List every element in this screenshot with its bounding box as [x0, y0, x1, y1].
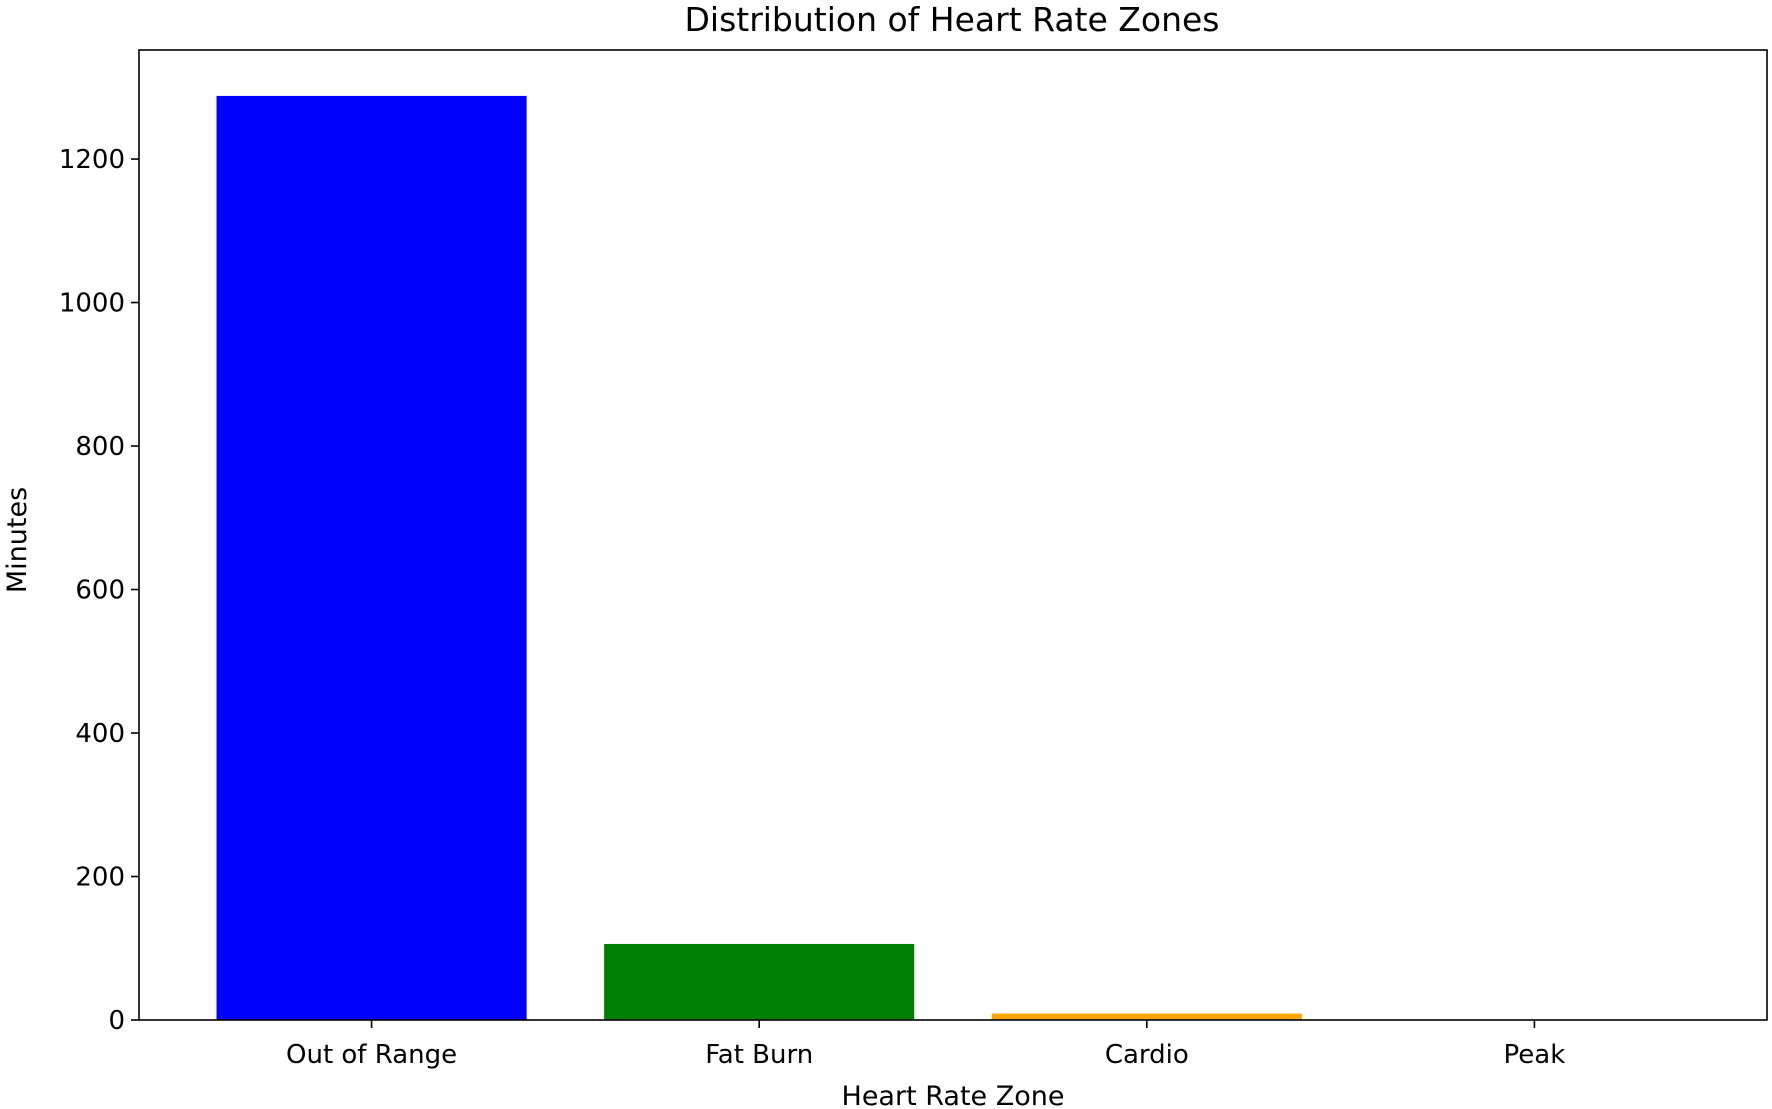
y-tick-label: 800	[75, 432, 125, 462]
x-tick-label: Out of Range	[286, 1040, 457, 1070]
plot-area-frame	[138, 49, 1768, 1021]
y-tick-label: 0	[108, 1006, 125, 1036]
bar-fat-burn	[604, 943, 915, 1020]
y-tick-label: 1200	[59, 145, 125, 175]
bar-cardio	[991, 1013, 1302, 1020]
bar-series	[216, 95, 1302, 1020]
bar-out-of-range	[216, 95, 527, 1020]
y-tick-label: 600	[75, 576, 125, 606]
y-axis-label: Minutes	[2, 487, 33, 593]
y-tick-label: 400	[75, 719, 125, 749]
chart-title: Distribution of Heart Rate Zones	[684, 0, 1219, 39]
y-tick-label: 1000	[59, 289, 125, 319]
y-axis-ticks: 0 200 400 600 800 1000 1200	[59, 145, 139, 1036]
y-tick-label: 200	[75, 863, 125, 893]
x-tick-label: Peak	[1504, 1040, 1566, 1070]
x-axis-label: Heart Rate Zone	[842, 1081, 1065, 1109]
x-axis-ticks: Out of Range Fat Burn Cardio Peak	[286, 1020, 1565, 1070]
x-tick-label: Fat Burn	[705, 1040, 813, 1070]
x-tick-label: Cardio	[1105, 1040, 1189, 1070]
